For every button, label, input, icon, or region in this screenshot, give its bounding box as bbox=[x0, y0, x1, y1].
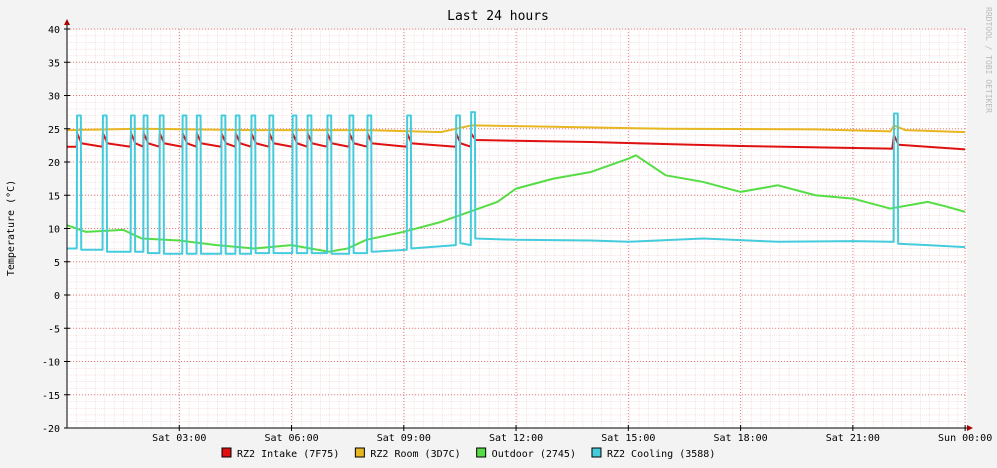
y-tick-label: 20 bbox=[48, 158, 60, 169]
legend-label: RZ2 Cooling (3588) bbox=[607, 449, 715, 460]
legend-swatch bbox=[591, 447, 602, 458]
y-tick-label: -20 bbox=[42, 424, 60, 435]
axes: -20 -15 -10 -5 0 5 10 15 20 25 30 35 40 Sat 03:00 Sat … bbox=[42, 19, 992, 444]
x-tick-label: Sat 12:00 bbox=[489, 433, 543, 444]
legend-label: RZ2 Intake (7F75) bbox=[237, 449, 339, 460]
y-tick-label: -5 bbox=[48, 324, 60, 335]
y-tick-label: 30 bbox=[48, 92, 60, 103]
lines bbox=[66, 111, 966, 255]
credit: RRDTOOL / TOBI OETIKER bbox=[984, 7, 993, 113]
legend: RZ2 Intake (7F75) RZ2 Room (3D7C) Outdoor … bbox=[221, 447, 715, 460]
grid bbox=[67, 28, 967, 429]
x-tick-label: Sat 03:00 bbox=[152, 433, 206, 444]
x-tick-label: Sat 18:00 bbox=[714, 433, 768, 444]
y-tick-label: 5 bbox=[54, 258, 60, 269]
chart-title: Last 24 hours bbox=[447, 9, 549, 24]
y-tick-label: 15 bbox=[48, 191, 60, 202]
legend-swatch bbox=[476, 447, 487, 458]
x-arrow bbox=[967, 425, 973, 431]
x-tick-label: Sat 09:00 bbox=[377, 433, 431, 444]
y-tick-label: 10 bbox=[48, 225, 60, 236]
legend-swatch bbox=[354, 447, 365, 458]
legend-label: RZ2 Room (3D7C) bbox=[370, 449, 460, 460]
x-tick-label: Sat 06:00 bbox=[264, 433, 318, 444]
y-axis-label: Temperature (°C) bbox=[6, 180, 17, 276]
y-tick-label: 0 bbox=[54, 291, 60, 302]
y-tick-label: 40 bbox=[48, 25, 60, 36]
legend-label: Outdoor (2745) bbox=[492, 449, 576, 460]
series-line bbox=[66, 154, 966, 253]
y-arrow bbox=[64, 19, 70, 25]
y-tick-label: 35 bbox=[48, 58, 60, 69]
x-tick-label: Sat 15:00 bbox=[601, 433, 655, 444]
y-tick-label: -10 bbox=[42, 358, 60, 369]
x-tick-label: Sun 00:00 bbox=[938, 433, 992, 444]
y-tick-label: 25 bbox=[48, 125, 60, 136]
x-tick-label: Sat 21:00 bbox=[826, 433, 880, 444]
y-tick-label: -15 bbox=[42, 391, 60, 402]
series-line bbox=[67, 111, 966, 255]
legend-swatch bbox=[221, 447, 232, 458]
